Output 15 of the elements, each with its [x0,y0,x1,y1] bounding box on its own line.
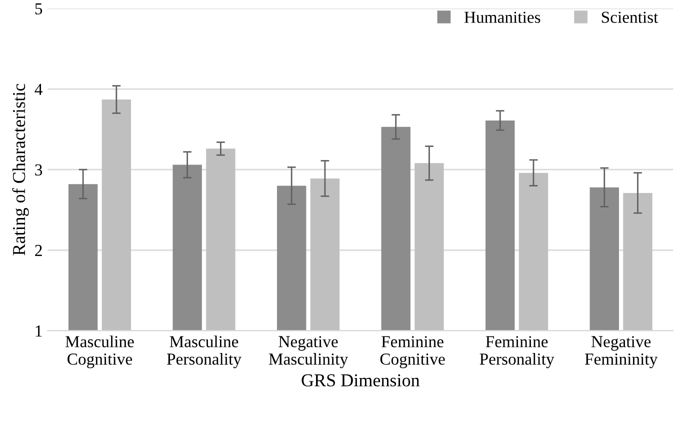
x-tick-label: Feminine Personality [480,336,554,368]
x-tick-label: Masculine Personality [166,336,242,368]
y-tick-label: 4 [34,84,42,95]
y-tick-label: 3 [35,164,42,176]
y-tick-label: 1 [36,326,42,337]
x-tick-label: Feminine Cognitive [380,336,445,368]
y-tick-label: 5 [35,3,42,14]
x-tick-label: Masculine Cognitive [66,336,134,368]
x-tick-label: Negative Masculinity [268,336,348,368]
x-axis-title: GRS Dimension [302,374,420,386]
y-tick-label: 2 [35,244,42,256]
legend-label: Scientist [602,12,658,23]
y-axis-title: Rating of Characteristic [12,84,29,256]
x-tick-label: Negative Femininity [584,336,658,368]
legend-label: Humanities [464,12,540,23]
